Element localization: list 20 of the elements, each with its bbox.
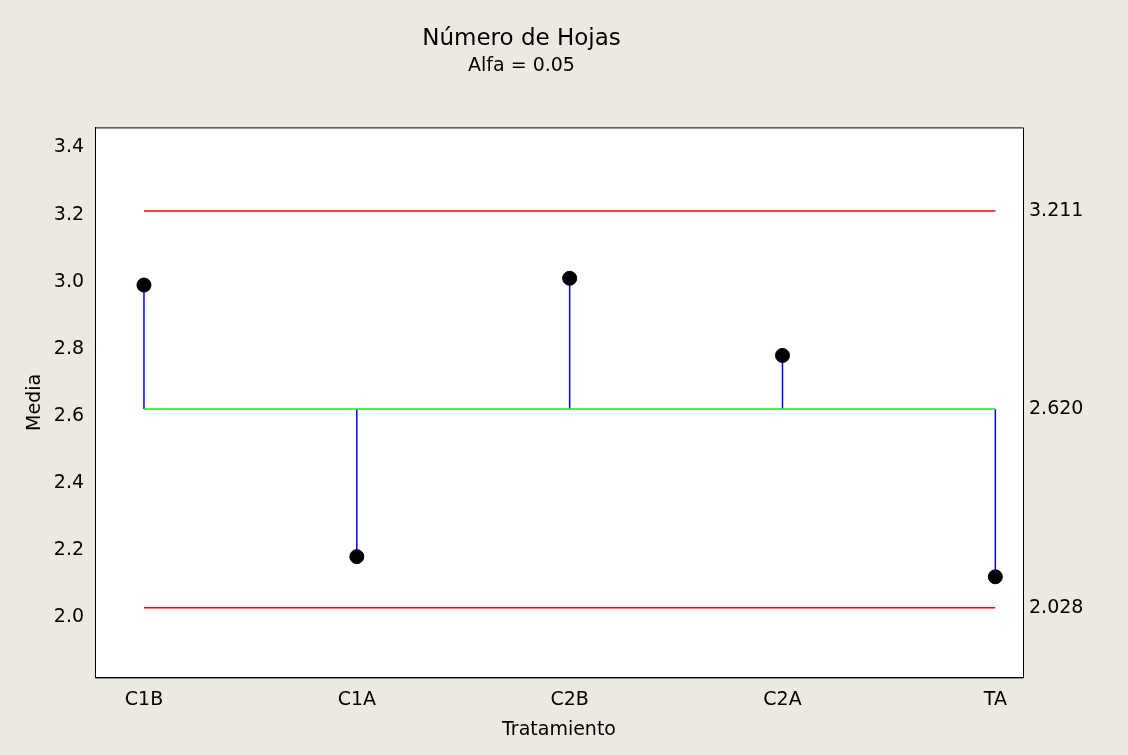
x-tick-label: C2A — [763, 686, 802, 709]
ref-line-label: 2.620 — [1029, 396, 1084, 419]
y-tick-label: 2.8 — [53, 335, 85, 358]
y-tick-label: 2.4 — [53, 469, 85, 492]
ref-line-label: 3.211 — [1029, 197, 1084, 220]
y-tick-label: 2.6 — [53, 402, 85, 425]
y-tick-label: 3.4 — [53, 134, 85, 157]
x-tick-label: C1B — [124, 686, 164, 709]
chart-subtitle: Alfa = 0.05 — [468, 52, 575, 75]
y-tick-label: 3.2 — [53, 201, 85, 224]
y-tick-label: 2.2 — [53, 536, 85, 559]
y-tick-label: 3.0 — [53, 268, 85, 291]
x-tick-label: C1A — [337, 686, 376, 709]
chart-title: Número de Hojas — [422, 23, 621, 50]
x-tick-label: C2B — [550, 686, 589, 709]
x-axis-title: Tratamiento — [501, 716, 616, 739]
ref-line-label: 2.028 — [1029, 594, 1084, 617]
y-tick-label: 2.0 — [53, 603, 85, 626]
x-tick-label: TA — [982, 686, 1007, 709]
y-axis-title: Media — [22, 373, 45, 431]
